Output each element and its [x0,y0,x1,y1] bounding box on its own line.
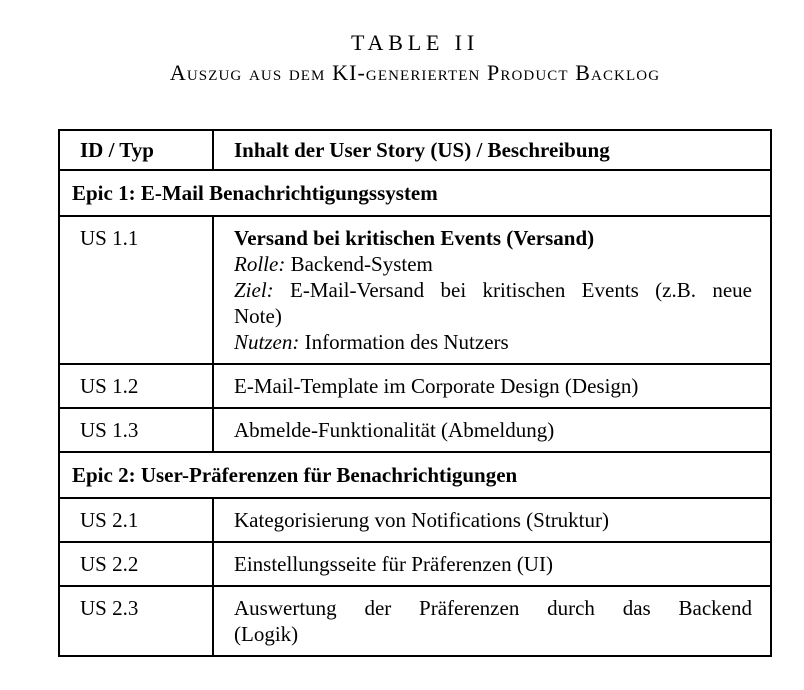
story-id-us-1-1: US 1.1 [60,217,214,363]
story-description-us-2-1: Kategorisierung von Notifications (Struk… [234,508,610,532]
field-label-nutzen: Nutzen: [234,330,300,354]
column-header-id-typ: ID / Typ [60,131,214,169]
epic-row-2: Epic 2: User-Präferenzen für Benachricht… [60,451,770,497]
story-row-us-2-3: US 2.3 Auswertung der Präferenzen durch … [60,585,770,655]
story-description-us-2-2: Einstellungsseite für Präferenzen (UI) [234,552,553,576]
story-row-us-1-1: US 1.1 Versand bei kritischen Events (Ve… [60,215,770,363]
story-description-us-1-2: E-Mail-Template im Corporate Design (Des… [234,374,639,398]
field-label-rolle: Rolle: [234,252,286,276]
epic-row-1: Epic 1: E-Mail Benachrichtigungssystem [60,169,770,215]
story-id-us-1-3: US 1.3 [60,409,214,451]
backlog-table: ID / Typ Inhalt der User Story (US) / Be… [58,129,772,657]
table-caption-label: TABLE II [351,30,479,55]
story-id-us-2-3: US 2.3 [60,587,214,655]
story-field-ziel: Ziel: E-Mail-Versand bei kritischen Even… [234,277,752,329]
story-description-us-2-3: Auswertung der Präferenzen durch das Bac… [234,596,752,646]
story-id-us-1-2: US 1.2 [60,365,214,407]
table-caption: TABLE II Auszug aus dem KI-generierten P… [58,29,772,87]
story-field-nutzen: Nutzen: Information des Nutzers [234,329,752,355]
field-value-nutzen: Information des Nutzers [304,330,509,354]
story-row-us-2-1: US 2.1 Kategorisierung von Notifications… [60,497,770,541]
epic-2-title: Epic 2: User-Präferenzen für Benachricht… [72,463,518,487]
story-title-us-1-1: Versand bei kritischen Events (Versand) [234,226,595,250]
field-value-rolle: Backend-System [290,252,433,276]
field-label-ziel: Ziel: [234,278,274,302]
story-description-us-1-3: Abmelde-Funktionalität (Abmeldung) [234,418,555,442]
column-header-description: Inhalt der User Story (US) / Beschreibun… [234,138,610,162]
story-row-us-2-2: US 2.2 Einstellungsseite für Präferenzen… [60,541,770,585]
story-id-us-2-1: US 2.1 [60,499,214,541]
story-field-rolle: Rolle: Backend-System [234,251,752,277]
field-value-ziel: E-Mail-Versand bei kritischen Events (z.… [234,278,752,328]
story-id-us-2-2: US 2.2 [60,543,214,585]
table-header-row: ID / Typ Inhalt der User Story (US) / Be… [60,131,770,169]
story-row-us-1-2: US 1.2 E-Mail-Template im Corporate Desi… [60,363,770,407]
epic-1-title: Epic 1: E-Mail Benachrichtigungssystem [72,181,438,205]
story-row-us-1-3: US 1.3 Abmelde-Funktionalität (Abmeldung… [60,407,770,451]
table-caption-title: Auszug aus dem KI-generierten Product Ba… [169,60,661,85]
